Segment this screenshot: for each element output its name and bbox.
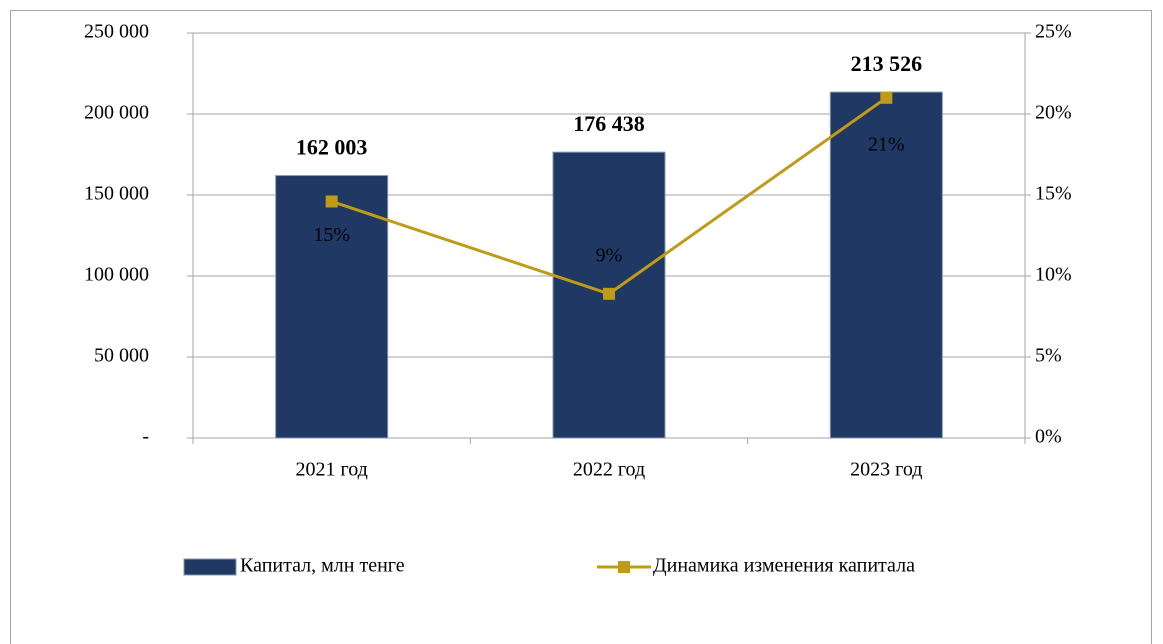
y2-tick-label: 25%: [1035, 21, 1072, 43]
y2-tick-label: 5%: [1035, 345, 1062, 367]
line-marker: [603, 287, 615, 300]
y-tick-label: 150 000: [84, 183, 149, 205]
bar-value-label: 176 438: [573, 111, 645, 136]
y-tick-label: -: [142, 426, 149, 448]
y-tick-label: 100 000: [84, 264, 149, 286]
legend-marker: [618, 561, 630, 573]
y2-tick-label: 0%: [1035, 426, 1062, 448]
legend-label: Динамика изменения капитала: [653, 555, 915, 577]
bar-value-label: 162 003: [296, 135, 368, 160]
bar: [829, 91, 943, 439]
y2-tick-label: 20%: [1035, 102, 1072, 124]
legend-swatch: [183, 558, 237, 576]
y2-tick-label: 15%: [1035, 183, 1072, 205]
bar-value-label: 213 526: [851, 51, 923, 76]
x-tick-label: 2021 год: [296, 459, 368, 481]
x-tick-label: 2022 год: [573, 459, 645, 481]
y-tick-label: 50 000: [94, 345, 149, 367]
y2-tick-label: 10%: [1035, 264, 1072, 286]
line-value-label: 9%: [596, 244, 623, 266]
x-tick-label: 2023 год: [850, 459, 922, 481]
line-value-label: 21%: [868, 133, 905, 155]
bar: [275, 175, 389, 439]
line-marker: [325, 195, 338, 208]
legend-label: Капитал, млн тенге: [240, 555, 405, 577]
y-tick-label: 200 000: [84, 102, 149, 124]
line-marker: [880, 91, 893, 104]
line-value-label: 15%: [313, 224, 350, 246]
y-tick-label: 250 000: [84, 21, 149, 43]
